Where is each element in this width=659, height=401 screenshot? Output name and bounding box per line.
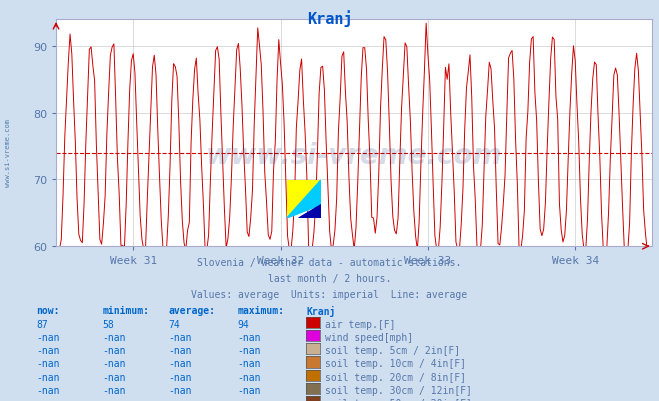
Text: -nan: -nan: [36, 385, 60, 395]
Text: -nan: -nan: [168, 332, 192, 342]
Text: minimum:: minimum:: [102, 306, 149, 316]
Text: soil temp. 5cm / 2in[F]: soil temp. 5cm / 2in[F]: [325, 345, 460, 355]
Text: average:: average:: [168, 306, 215, 316]
Text: -nan: -nan: [36, 398, 60, 401]
Text: -nan: -nan: [36, 372, 60, 382]
Text: -nan: -nan: [168, 372, 192, 382]
Text: Kranj: Kranj: [306, 10, 353, 27]
Text: www.si-vreme.com: www.si-vreme.com: [5, 118, 11, 186]
Text: 94: 94: [237, 319, 249, 329]
Text: -nan: -nan: [168, 358, 192, 369]
Text: soil temp. 20cm / 8in[F]: soil temp. 20cm / 8in[F]: [325, 372, 466, 382]
Text: -nan: -nan: [102, 398, 126, 401]
Text: www.si-vreme.com: www.si-vreme.com: [206, 142, 502, 170]
Text: -nan: -nan: [168, 385, 192, 395]
Text: -nan: -nan: [237, 358, 261, 369]
Text: 74: 74: [168, 319, 180, 329]
Text: -nan: -nan: [237, 372, 261, 382]
Text: -nan: -nan: [237, 398, 261, 401]
Text: last month / 2 hours.: last month / 2 hours.: [268, 273, 391, 284]
Text: -nan: -nan: [237, 332, 261, 342]
Text: -nan: -nan: [102, 385, 126, 395]
Text: -nan: -nan: [102, 345, 126, 355]
Polygon shape: [287, 180, 321, 219]
Text: -nan: -nan: [102, 358, 126, 369]
Text: soil temp. 50cm / 20in[F]: soil temp. 50cm / 20in[F]: [325, 398, 472, 401]
Text: -nan: -nan: [36, 358, 60, 369]
Text: -nan: -nan: [102, 372, 126, 382]
Text: -nan: -nan: [36, 332, 60, 342]
Text: soil temp. 30cm / 12in[F]: soil temp. 30cm / 12in[F]: [325, 385, 472, 395]
Text: air temp.[F]: air temp.[F]: [325, 319, 395, 329]
Text: -nan: -nan: [237, 385, 261, 395]
Text: Kranj: Kranj: [306, 306, 336, 316]
Polygon shape: [299, 205, 321, 219]
Text: 87: 87: [36, 319, 48, 329]
Text: maximum:: maximum:: [237, 306, 284, 316]
Text: -nan: -nan: [168, 345, 192, 355]
Text: soil temp. 10cm / 4in[F]: soil temp. 10cm / 4in[F]: [325, 358, 466, 369]
Text: -nan: -nan: [102, 332, 126, 342]
Text: wind speed[mph]: wind speed[mph]: [325, 332, 413, 342]
Text: -nan: -nan: [237, 345, 261, 355]
Text: -nan: -nan: [168, 398, 192, 401]
Text: now:: now:: [36, 306, 60, 316]
Text: Slovenia / weather data - automatic stations.: Slovenia / weather data - automatic stat…: [197, 257, 462, 267]
Text: Values: average  Units: imperial  Line: average: Values: average Units: imperial Line: av…: [191, 290, 468, 300]
Polygon shape: [287, 180, 321, 219]
Text: -nan: -nan: [36, 345, 60, 355]
Text: 58: 58: [102, 319, 114, 329]
